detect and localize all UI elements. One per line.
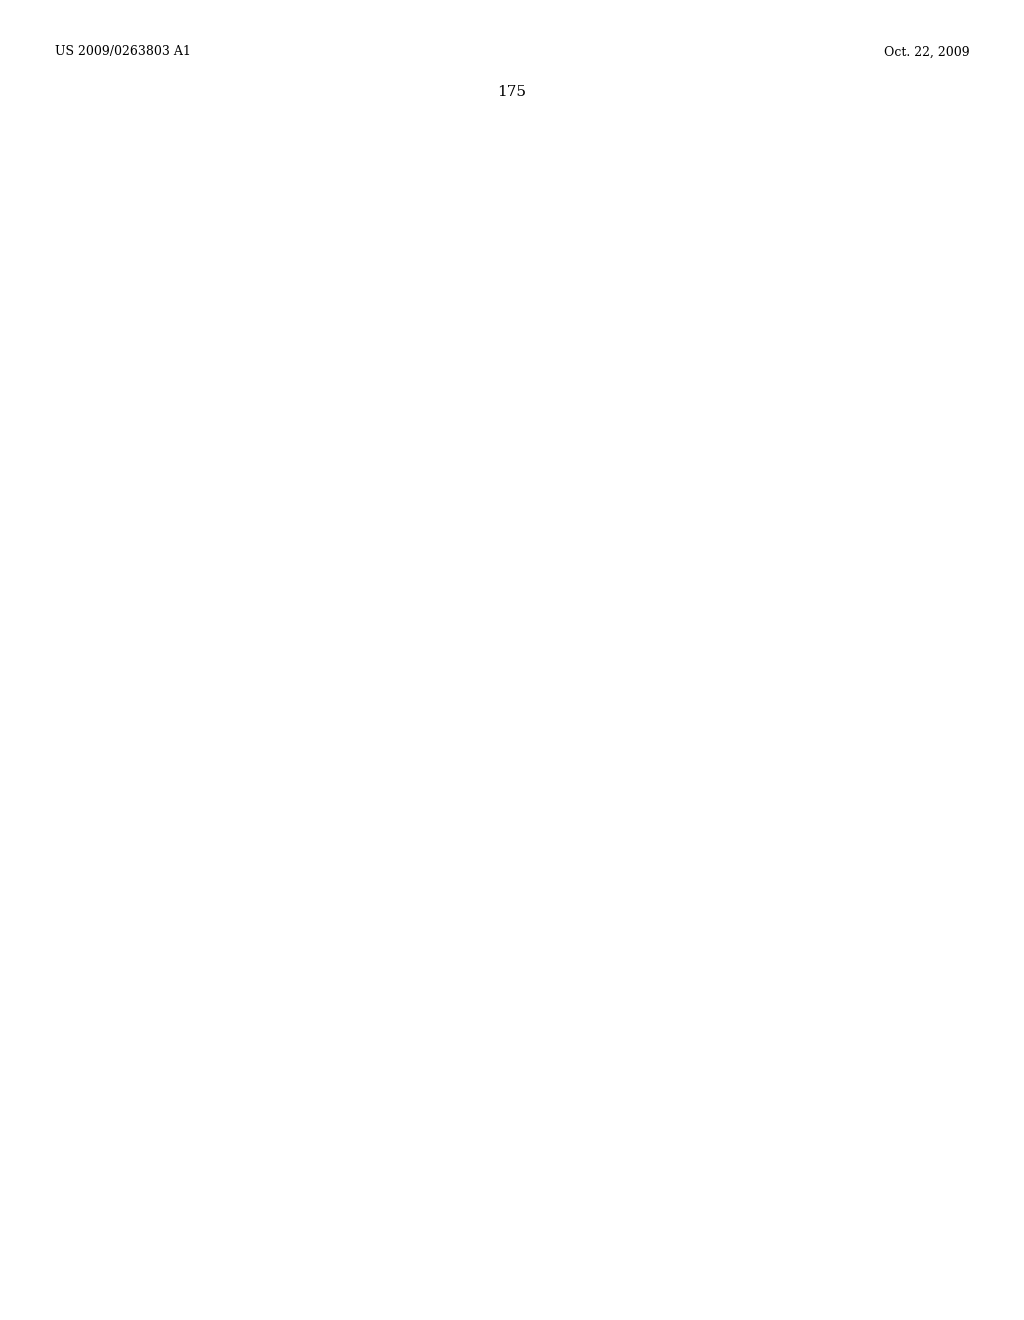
- Text: US 2009/0263803 A1: US 2009/0263803 A1: [55, 45, 190, 58]
- Text: Oct. 22, 2009: Oct. 22, 2009: [885, 45, 970, 58]
- Text: 175: 175: [498, 84, 526, 99]
